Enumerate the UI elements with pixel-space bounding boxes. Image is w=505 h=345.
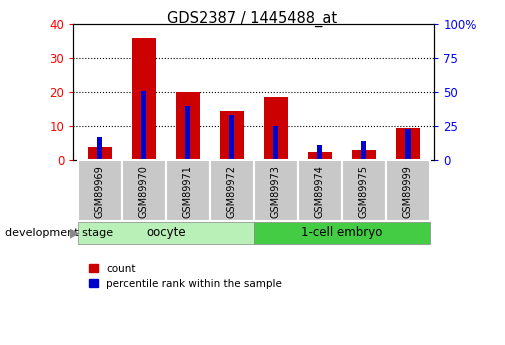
Bar xyxy=(166,160,210,221)
Bar xyxy=(176,92,200,160)
Bar xyxy=(122,160,166,221)
Bar xyxy=(361,141,367,160)
Bar xyxy=(210,160,254,221)
Text: GSM89974: GSM89974 xyxy=(315,165,325,218)
Bar xyxy=(220,111,244,160)
Text: GSM89971: GSM89971 xyxy=(183,165,193,218)
Bar xyxy=(317,146,323,160)
Bar xyxy=(405,129,411,160)
Bar xyxy=(386,160,430,221)
Text: GDS2387 / 1445488_at: GDS2387 / 1445488_at xyxy=(168,10,337,27)
Bar xyxy=(254,221,430,244)
Legend: count, percentile rank within the sample: count, percentile rank within the sample xyxy=(88,264,282,289)
Text: development stage: development stage xyxy=(5,228,113,238)
Bar xyxy=(229,116,234,160)
Bar xyxy=(185,106,190,160)
Bar xyxy=(308,152,332,160)
Text: GSM89975: GSM89975 xyxy=(359,165,369,218)
Text: ▶: ▶ xyxy=(70,227,79,240)
Text: oocyte: oocyte xyxy=(146,226,185,239)
Bar xyxy=(78,160,122,221)
Bar xyxy=(264,97,288,160)
Bar xyxy=(254,160,298,221)
Text: GSM89999: GSM89999 xyxy=(403,165,413,218)
Bar xyxy=(97,137,103,160)
Bar xyxy=(78,221,254,244)
Text: GSM89973: GSM89973 xyxy=(271,165,281,218)
Bar xyxy=(87,147,112,160)
Bar xyxy=(273,126,278,160)
Bar xyxy=(141,91,146,160)
Bar xyxy=(298,160,342,221)
Text: GSM89970: GSM89970 xyxy=(139,165,148,218)
Text: 1-cell embryo: 1-cell embryo xyxy=(301,226,382,239)
Bar xyxy=(352,150,376,160)
Bar xyxy=(132,38,156,160)
Bar xyxy=(396,128,420,160)
Text: GSM89969: GSM89969 xyxy=(94,165,105,218)
Bar xyxy=(342,160,386,221)
Text: GSM89972: GSM89972 xyxy=(227,165,237,218)
